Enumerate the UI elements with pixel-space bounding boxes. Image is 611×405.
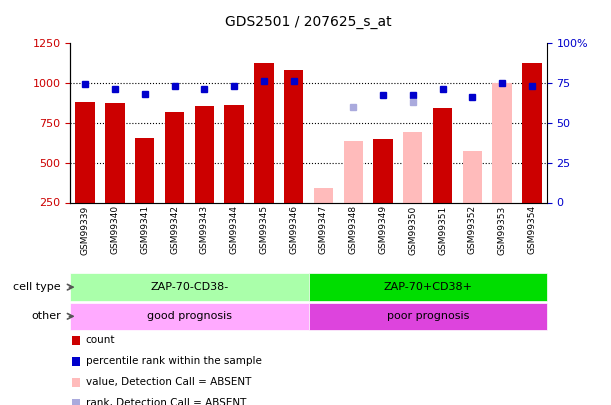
Bar	[522, 63, 541, 202]
Bar	[195, 106, 214, 202]
Bar	[284, 70, 303, 202]
Text: ZAP-70-CD38-: ZAP-70-CD38-	[150, 282, 229, 292]
Text: poor prognosis: poor prognosis	[387, 311, 469, 321]
Bar	[309, 303, 547, 330]
Bar	[165, 112, 184, 202]
Bar	[135, 138, 155, 202]
Bar	[463, 151, 482, 202]
Bar	[70, 273, 309, 301]
Bar	[105, 103, 125, 202]
Bar	[403, 132, 422, 202]
Text: other: other	[31, 311, 61, 321]
Bar	[76, 102, 95, 202]
Text: rank, Detection Call = ABSENT: rank, Detection Call = ABSENT	[86, 399, 246, 405]
Bar	[343, 141, 363, 202]
Bar	[224, 105, 244, 202]
Text: count: count	[86, 335, 115, 345]
Text: ZAP-70+CD38+: ZAP-70+CD38+	[383, 282, 472, 292]
Bar	[492, 83, 512, 202]
Text: percentile rank within the sample: percentile rank within the sample	[86, 356, 262, 366]
Bar	[254, 63, 274, 202]
Bar	[309, 273, 547, 301]
Bar	[373, 139, 393, 202]
Text: good prognosis: good prognosis	[147, 311, 232, 321]
Text: cell type: cell type	[13, 282, 61, 292]
Text: GDS2501 / 207625_s_at: GDS2501 / 207625_s_at	[225, 15, 392, 29]
Text: value, Detection Call = ABSENT: value, Detection Call = ABSENT	[86, 377, 251, 387]
Bar	[314, 188, 333, 202]
Bar	[433, 108, 452, 202]
Bar	[70, 303, 309, 330]
